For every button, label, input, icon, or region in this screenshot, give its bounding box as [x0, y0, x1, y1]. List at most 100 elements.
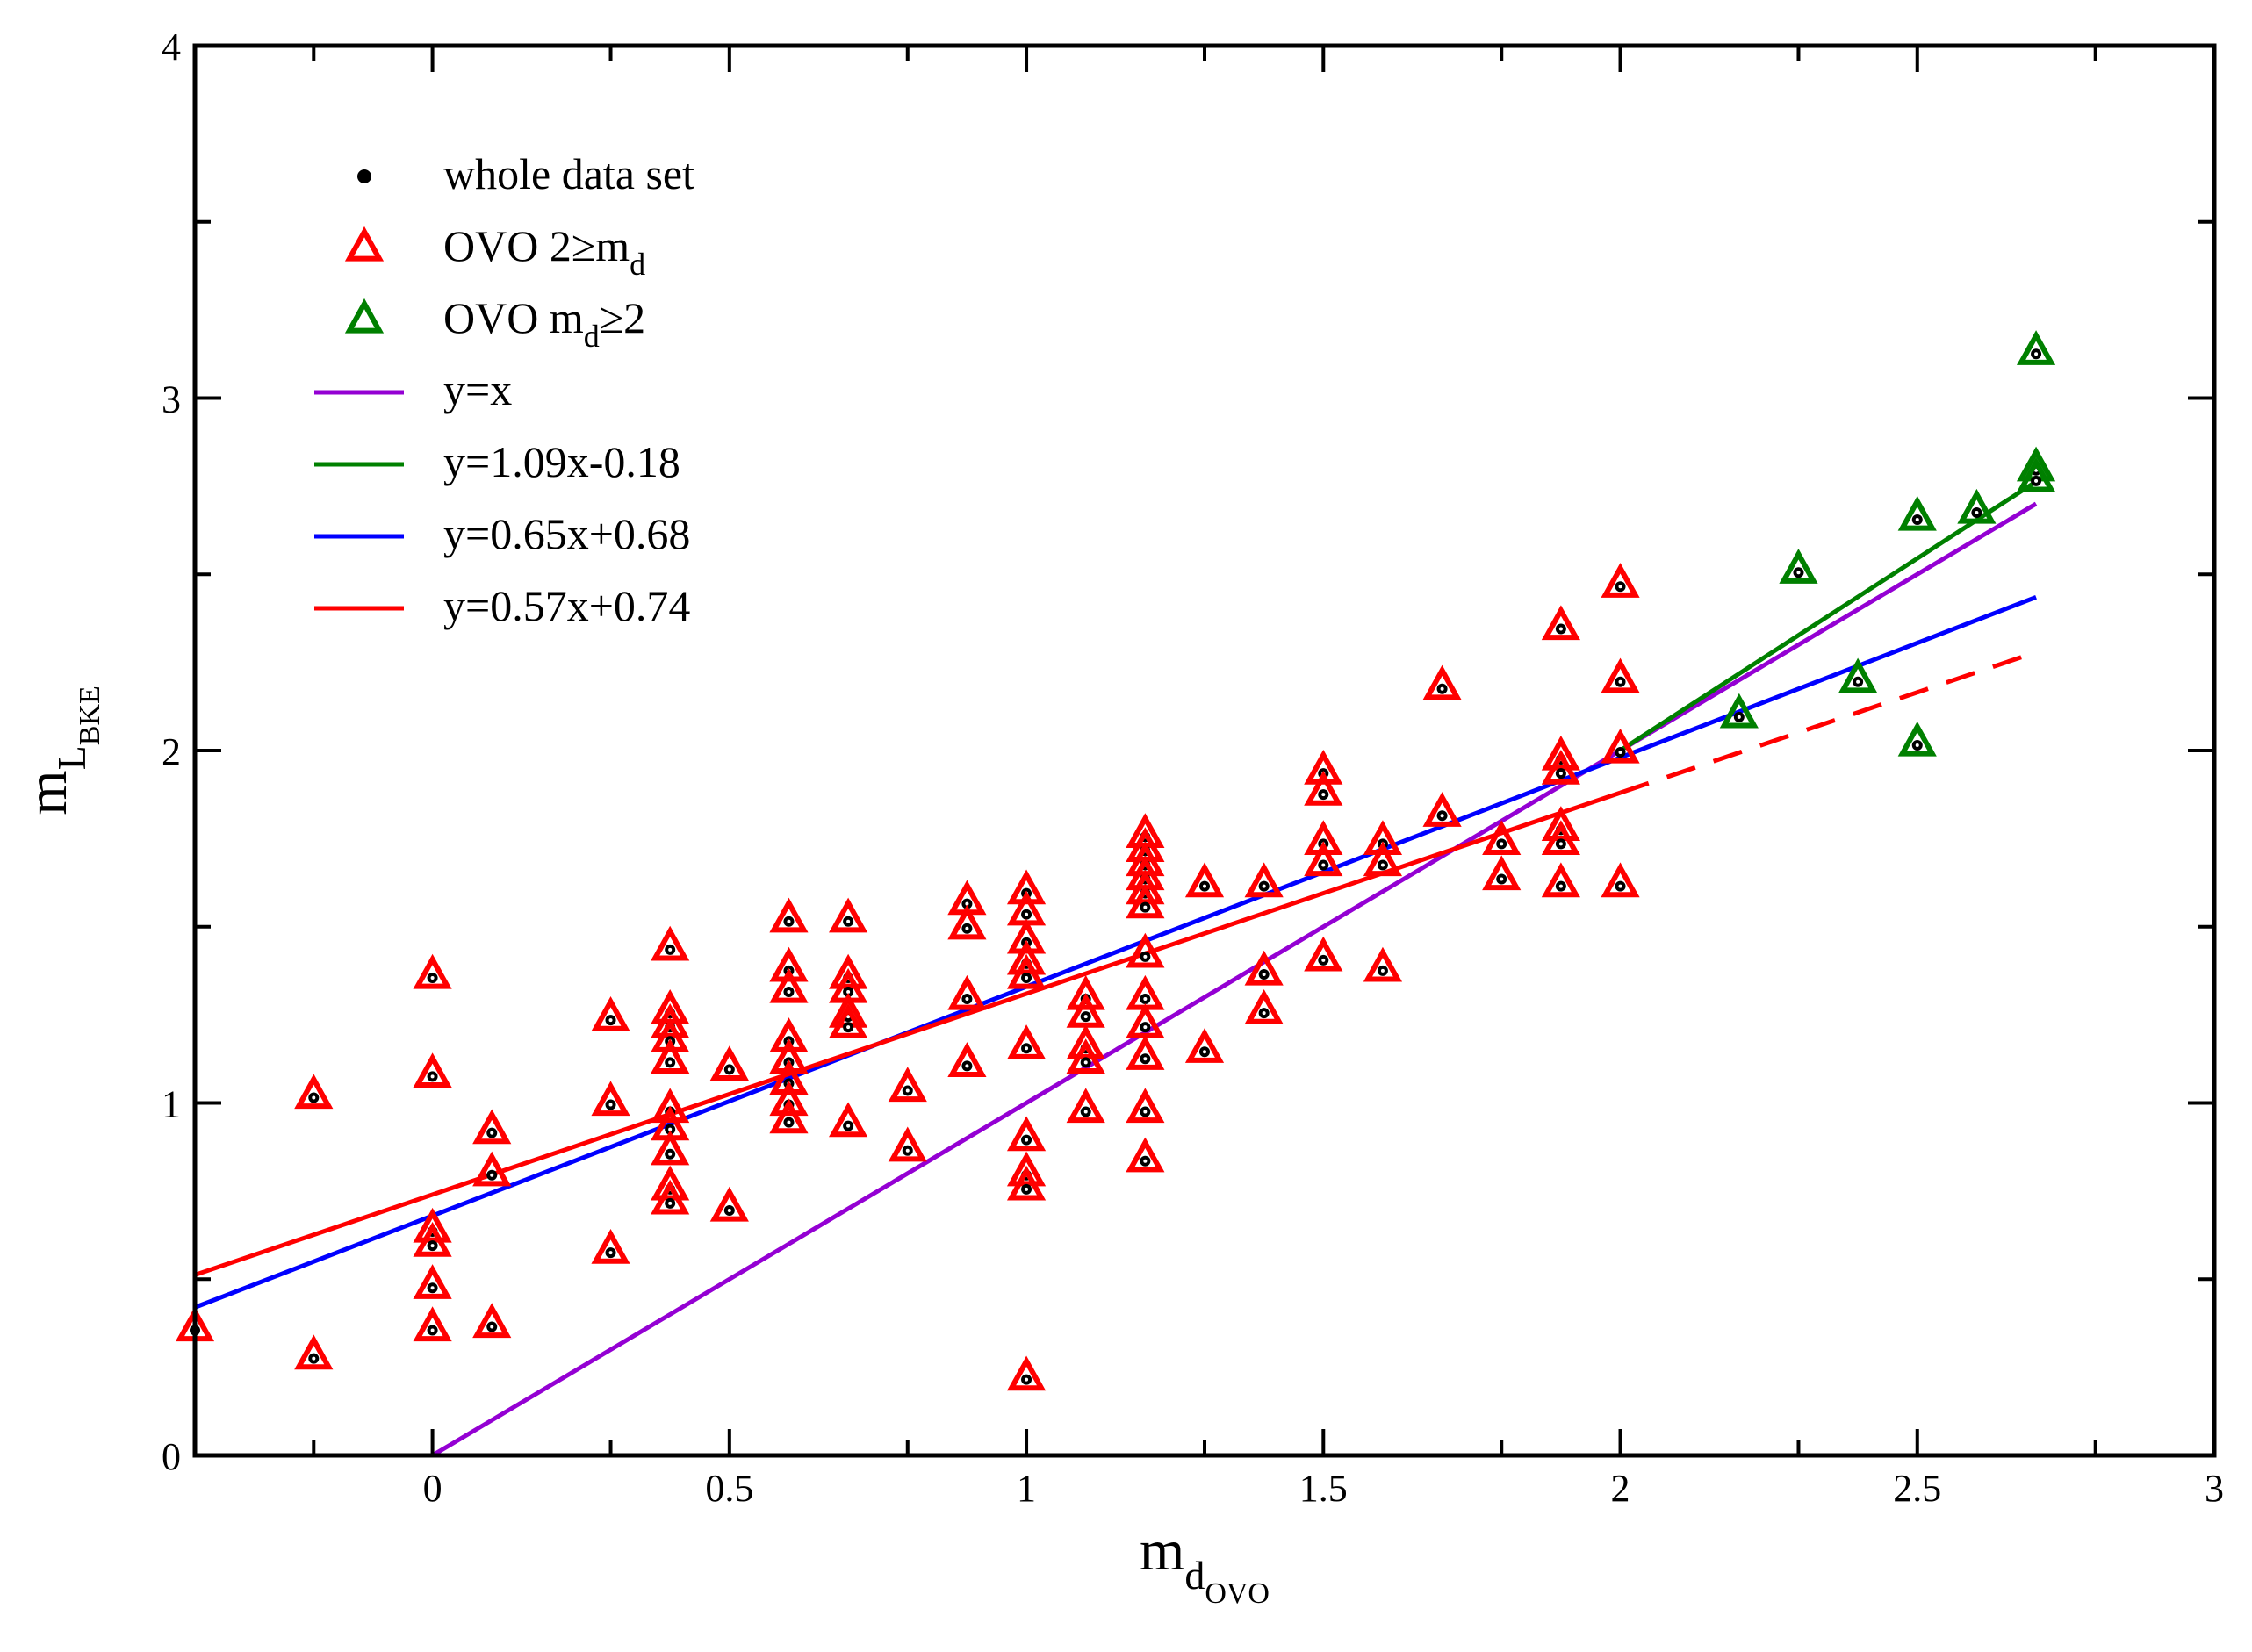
data-point [651, 1179, 690, 1215]
point-triangle-marker [1601, 862, 1640, 898]
point-triangle-marker [769, 897, 809, 933]
point-triangle-marker [829, 1003, 868, 1038]
data-point [651, 925, 690, 961]
point-triangle-marker [769, 967, 809, 1003]
axis-titles-layer: mdOVO mLBKE [15, 686, 1270, 1610]
point-triangle-marker [651, 1165, 690, 1201]
data-point [1541, 605, 1580, 641]
point-triangle-marker [1126, 1088, 1165, 1124]
data-point [769, 967, 809, 1003]
legend-label-sub: d [584, 319, 600, 354]
data-point [1541, 862, 1580, 898]
data-point [1482, 820, 1522, 856]
data-point [709, 1186, 749, 1222]
legend-label-sub: d [630, 247, 645, 282]
data-point [1779, 549, 1818, 584]
point-circle-center [608, 1251, 613, 1255]
data-point [1304, 841, 1343, 877]
point-circle-center [2034, 478, 2039, 483]
point-circle-center [1143, 954, 1148, 959]
point-triangle-marker [947, 904, 987, 940]
point-triangle-marker [1422, 664, 1462, 700]
data-point [591, 995, 630, 1031]
data-point [888, 1067, 927, 1103]
point-circle-center [905, 1148, 910, 1153]
point-circle-center [965, 997, 969, 1002]
point-triangle-marker [1006, 1024, 1047, 1059]
point-circle-center [1083, 1110, 1088, 1114]
tick-labels-layer: 0 0.5 1 1.5 2 2.5 3 0 1 2 3 4 [162, 25, 2224, 1510]
data-point [1184, 1028, 1225, 1063]
data-point [472, 1151, 512, 1187]
x-axis-title-sub: d [1184, 1553, 1205, 1598]
legend-entry: whole data set [357, 149, 694, 198]
point-circle-center [1262, 1011, 1266, 1016]
point-circle-center [668, 1127, 673, 1131]
data-point [829, 897, 868, 933]
point-triangle-marker [829, 1102, 868, 1138]
point-triangle-marker [1066, 1088, 1105, 1124]
point-triangle-marker [1541, 806, 1580, 841]
data-point [1422, 792, 1462, 827]
point-circle-center [1025, 1187, 1029, 1191]
point-triangle-marker [1601, 728, 1640, 764]
point-circle-center [1025, 912, 1029, 916]
point-circle-center [1143, 905, 1148, 909]
point-triangle-marker [1897, 721, 1937, 757]
legend-triangle-marker [344, 226, 385, 262]
point-triangle-marker [1184, 862, 1225, 898]
point-circle-center [1975, 510, 1979, 514]
data-point [1126, 883, 1165, 919]
point-triangle-marker [1066, 1024, 1105, 1059]
point-triangle-marker [1363, 946, 1403, 982]
data-point [1897, 721, 1937, 757]
point-triangle-marker [947, 1042, 987, 1077]
point-triangle-marker [472, 1109, 512, 1145]
y-tick-label: 0 [162, 1435, 181, 1478]
point-circle-center [490, 1131, 494, 1135]
data-point [1244, 988, 1284, 1024]
y-tick-label: 4 [162, 25, 181, 68]
point-circle-center [1558, 884, 1563, 888]
data-point [1126, 1137, 1165, 1173]
point-circle-center [312, 1356, 316, 1361]
y-tick-label: 1 [162, 1083, 181, 1126]
data-point [829, 1102, 868, 1138]
point-triangle-marker [1363, 841, 1403, 877]
data-point [2016, 330, 2056, 365]
data-point [1482, 855, 1522, 891]
data-point [591, 1228, 630, 1264]
data-point [947, 974, 987, 1010]
data-point [1126, 1035, 1165, 1070]
data-point [1006, 1165, 1047, 1201]
point-triangle-marker [1719, 693, 1759, 729]
point-circle-center [430, 975, 435, 980]
data-point [1006, 1024, 1047, 1059]
point-circle-center [1083, 1015, 1088, 1019]
data-point [1244, 950, 1284, 986]
point-triangle-marker [294, 1334, 334, 1370]
point-circle-center [1143, 1110, 1148, 1114]
point-triangle-marker [651, 1038, 690, 1074]
legend-entry: y=1.09x-0.18 [314, 437, 680, 486]
data-point [1006, 953, 1047, 989]
point-triangle-marker [769, 1038, 809, 1074]
point-circle-center [608, 1018, 613, 1023]
data-point [413, 1221, 452, 1257]
point-triangle-marker [1957, 488, 1997, 524]
data-point [947, 1042, 987, 1077]
data-point [2016, 456, 2056, 492]
point-circle-center [668, 947, 673, 952]
point-triangle-marker [1363, 820, 1403, 856]
point-triangle-marker [1304, 749, 1343, 785]
point-circle-center [965, 1064, 969, 1068]
point-circle-center [1856, 679, 1860, 684]
point-triangle-marker [1244, 862, 1284, 898]
data-point [1363, 841, 1403, 877]
point-circle-center [1558, 842, 1563, 846]
point-circle-center [1380, 863, 1385, 867]
x-axis-title-base: m [1140, 1519, 1184, 1583]
point-circle-center [846, 1124, 851, 1128]
point-triangle-marker [651, 1130, 690, 1166]
point-triangle-marker [1244, 950, 1284, 986]
